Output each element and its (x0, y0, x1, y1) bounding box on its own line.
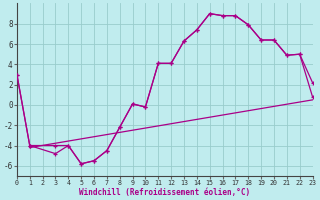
X-axis label: Windchill (Refroidissement éolien,°C): Windchill (Refroidissement éolien,°C) (79, 188, 250, 197)
